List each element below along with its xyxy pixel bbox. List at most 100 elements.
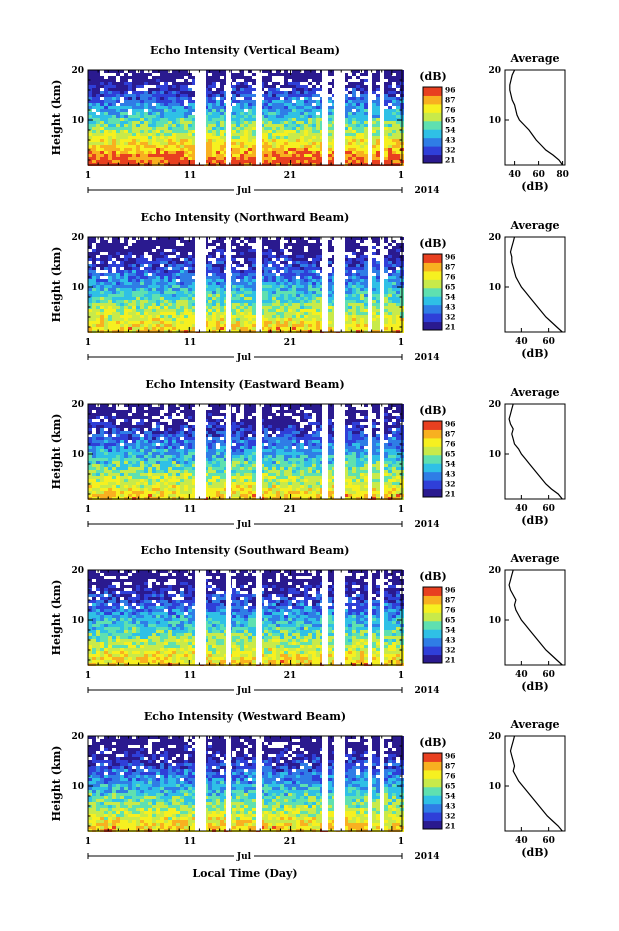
heatmap-cell	[176, 270, 180, 273]
heatmap-cell	[364, 321, 368, 324]
heatmap-cell	[152, 136, 156, 139]
heatmap-cell	[384, 97, 388, 100]
heatmap-cell	[232, 151, 236, 154]
heatmap-cell	[240, 240, 244, 243]
heatmap-cell	[296, 91, 300, 94]
heatmap-cell	[116, 291, 120, 294]
heatmap-cell	[248, 160, 252, 163]
heatmap-cell	[88, 407, 92, 410]
heatmap-cell	[192, 288, 196, 291]
heatmap-cell	[144, 130, 148, 133]
heatmap-cell	[172, 118, 176, 121]
heatmap-cell	[236, 85, 240, 88]
heatmap-cell	[280, 267, 284, 270]
heatmap-cell	[144, 151, 148, 154]
heatmap-cell	[92, 449, 96, 452]
heatmap-cell	[168, 157, 172, 160]
heatmap-cell	[216, 103, 220, 106]
heatmap-cell	[88, 437, 92, 440]
heatmap-cell	[252, 151, 256, 154]
heatmap-cell	[292, 312, 296, 315]
heatmap-cell	[124, 142, 128, 145]
heatmap-cell	[192, 82, 196, 85]
heatmap-cell	[272, 300, 276, 303]
heatmap-cell	[348, 106, 352, 109]
colorbar-tick-label: 54	[445, 293, 455, 302]
heatmap-cell	[296, 103, 300, 106]
heatmap-cell	[192, 309, 196, 312]
heatmap-cell	[208, 243, 212, 246]
heatmap-cell	[364, 276, 368, 279]
heatmap-cell	[220, 261, 224, 264]
heatmap-cell	[192, 324, 196, 327]
heatmap-cell	[396, 309, 400, 312]
heatmap-cell	[156, 70, 160, 73]
heatmap-cell	[292, 264, 296, 267]
heatmap-cell	[288, 160, 292, 163]
heatmap-cell	[148, 73, 152, 76]
heatmap-cell	[172, 142, 176, 145]
heatmap-cell	[220, 160, 224, 163]
heatmap-cell	[124, 82, 128, 85]
heatmap-cell	[308, 109, 312, 112]
heatmap-cell	[220, 258, 224, 261]
heatmap-cell	[304, 315, 308, 318]
heatmap-cell	[116, 157, 120, 160]
heatmap-cell	[248, 270, 252, 273]
heatmap-cell	[164, 306, 168, 309]
heatmap-cell	[116, 252, 120, 255]
heatmap-cell	[148, 112, 152, 115]
heatmap-cell	[360, 142, 364, 145]
heatmap-cell	[232, 318, 236, 321]
heatmap-cell	[244, 76, 248, 79]
heatmap-cell	[244, 279, 248, 282]
heatmap-cell	[264, 285, 268, 288]
heatmap-cell	[232, 249, 236, 252]
heatmap-cell	[208, 324, 212, 327]
heatmap-cell	[192, 264, 196, 267]
heatmap-cell	[244, 106, 248, 109]
heatmap-cell	[232, 240, 236, 243]
average-title: Average	[509, 52, 559, 65]
heatmap-cell	[328, 282, 332, 285]
heatmap-cell	[112, 160, 116, 163]
heatmap-cell	[308, 142, 312, 145]
heatmap-cell	[124, 321, 128, 324]
heatmap-cell	[132, 294, 136, 297]
heatmap-cell	[264, 306, 268, 309]
heatmap-cell	[356, 291, 360, 294]
heatmap-cell	[132, 276, 136, 279]
heatmap-cell	[360, 261, 364, 264]
heatmap-cell	[128, 130, 132, 133]
heatmap-cell	[208, 109, 212, 112]
heatmap-cell	[180, 249, 184, 252]
heatmap-cell	[392, 255, 396, 258]
heatmap-cell	[240, 160, 244, 163]
heatmap-cell	[244, 97, 248, 100]
heatmap-cell	[188, 255, 192, 258]
heatmap-cell	[172, 139, 176, 142]
heatmap-cell	[376, 106, 380, 109]
heatmap-cell	[372, 157, 376, 160]
heatmap-cell	[176, 255, 180, 258]
heatmap-cell	[152, 82, 156, 85]
heatmap-cell	[292, 300, 296, 303]
heatmap-cell	[168, 240, 172, 243]
heatmap-cell	[388, 306, 392, 309]
heatmap-cell	[248, 321, 252, 324]
heatmap-cell	[312, 285, 316, 288]
heatmap-cell	[248, 97, 252, 100]
heatmap-cell	[316, 279, 320, 282]
heatmap-cell	[312, 279, 316, 282]
heatmap-cell	[248, 240, 252, 243]
heatmap-cell	[108, 148, 112, 151]
heatmap-cell	[252, 261, 256, 264]
heatmap-cell	[264, 327, 268, 330]
heatmap-cell	[316, 291, 320, 294]
heatmap-cell	[364, 121, 368, 124]
heatmap-cell	[280, 130, 284, 133]
heatmap-cell	[184, 145, 188, 148]
heatmap-cell	[348, 276, 352, 279]
heatmap-cell	[292, 273, 296, 276]
heatmap-cell	[180, 261, 184, 264]
